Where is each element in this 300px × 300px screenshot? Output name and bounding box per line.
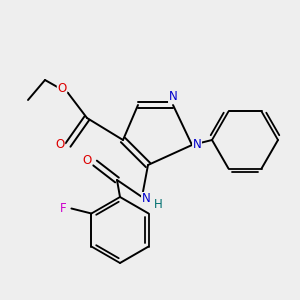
- Text: N: N: [169, 91, 177, 103]
- Text: N: N: [193, 139, 201, 152]
- Text: O: O: [82, 154, 91, 166]
- Text: O: O: [57, 82, 67, 95]
- Text: F: F: [60, 202, 67, 215]
- Text: N: N: [142, 193, 150, 206]
- Text: O: O: [56, 139, 64, 152]
- Text: H: H: [154, 199, 162, 212]
